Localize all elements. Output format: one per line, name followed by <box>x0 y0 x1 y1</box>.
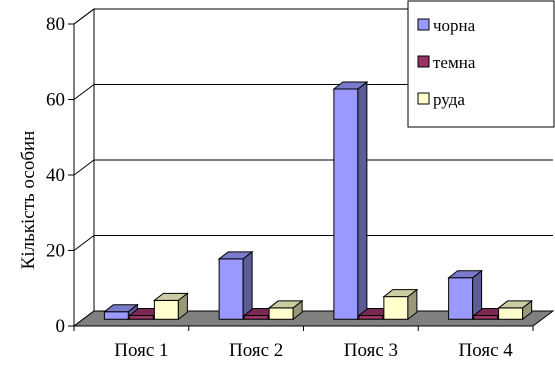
bars <box>102 80 534 321</box>
legend-label-чорна: чорна <box>433 16 476 35</box>
y-tick-label-80: 80 <box>46 14 65 35</box>
bar-3-руда <box>382 288 419 321</box>
bar-top <box>267 300 304 309</box>
bar-1-руда <box>152 292 189 321</box>
bar-front <box>218 258 244 320</box>
y-axis-title: Кількість особин <box>18 131 39 270</box>
y-axis-ticks: 0 20 40 60 80 <box>46 14 74 337</box>
bar-2-руда <box>267 299 304 321</box>
bar-top <box>382 289 419 298</box>
legend-box <box>407 0 555 128</box>
legend-swatch-темна <box>417 55 430 68</box>
bar-4-руда <box>497 299 534 321</box>
gridline-40 <box>73 159 553 176</box>
floor <box>72 310 555 327</box>
bar-front <box>383 296 409 320</box>
bar-side <box>242 250 253 321</box>
bar-front <box>243 314 269 320</box>
legend-label-темна: темна <box>433 53 476 72</box>
bar-2-чорна <box>217 250 254 321</box>
bar-4-чорна <box>447 269 484 321</box>
y-tick-label-20: 20 <box>46 241 65 262</box>
bar-front <box>153 299 179 320</box>
gridline-80 <box>73 8 553 25</box>
gridline-20 <box>73 235 553 251</box>
legend-swatch-чорна <box>417 18 430 31</box>
bar-top <box>497 300 534 309</box>
gridline-60 <box>73 84 553 100</box>
bar-top <box>217 251 254 260</box>
bar-front <box>448 277 474 320</box>
bar-top <box>332 81 369 90</box>
bar-top <box>102 304 139 313</box>
gridlines <box>73 8 553 251</box>
x-tick-label-2: Пояс 2 <box>229 340 283 361</box>
bar-front <box>498 307 524 320</box>
x-tick-label-3: Пояс 3 <box>344 340 398 361</box>
legend: чорна темна руда <box>407 0 555 128</box>
bar-front <box>473 314 499 320</box>
bar-side <box>357 80 368 321</box>
x-axis-labels: Пояс 1 Пояс 2 Пояс 3 Пояс 4 <box>73 326 534 361</box>
bar-front <box>333 88 359 320</box>
x-tick-label-4: Пояс 4 <box>458 340 513 361</box>
y-tick-label-40: 40 <box>46 165 65 186</box>
legend-label-руда: руда <box>433 90 465 109</box>
bar-front <box>268 307 294 320</box>
bar-top <box>447 270 484 279</box>
x-tick-label-1: Пояс 1 <box>114 340 168 361</box>
legend-swatch-руда <box>417 92 430 105</box>
bar-front <box>358 314 384 320</box>
chart-floor <box>72 310 555 327</box>
bar-3-чорна <box>332 80 369 321</box>
y-tick-label-60: 60 <box>46 90 65 111</box>
bar-top <box>152 292 189 301</box>
bar-front <box>128 314 154 320</box>
y-tick-label-0: 0 <box>56 316 66 337</box>
bar-front <box>103 311 129 320</box>
